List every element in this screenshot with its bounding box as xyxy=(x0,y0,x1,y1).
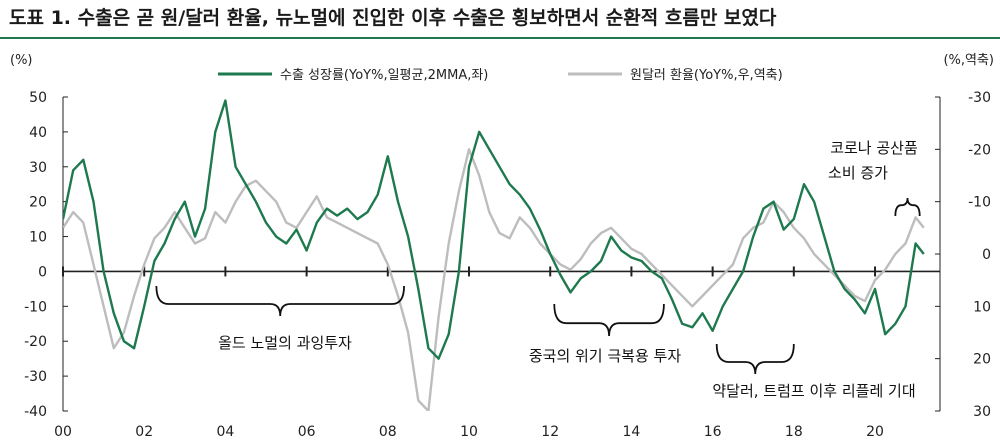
series-line-fx xyxy=(63,148,925,411)
x-axis-tick-label: 16 xyxy=(704,424,722,440)
left-axis-tick-label: -20 xyxy=(24,334,47,350)
left-axis-tick-label: 10 xyxy=(29,230,47,246)
right-axis-tick-label: -10 xyxy=(968,195,991,211)
left-axis-tick-label: 30 xyxy=(29,160,47,176)
right-axis-tick-label: 10 xyxy=(973,299,991,315)
title-bar: 도표 1. 수출은 곧 원/달러 환율, 뉴노멀에 진입한 이후 수출은 횡보하… xyxy=(0,0,1000,39)
right-axis-unit-label: (%,역축) xyxy=(943,53,994,68)
right-axis-tick-label: 20 xyxy=(973,352,991,368)
x-axis-tick-label: 10 xyxy=(460,424,478,440)
right-axis-tick-label: -20 xyxy=(968,142,991,158)
chart-title: 도표 1. 수출은 곧 원/달러 환율, 뉴노멀에 진입한 이후 수출은 횡보하… xyxy=(9,7,777,29)
series-line-export xyxy=(63,99,925,360)
x-axis-tick-label: 12 xyxy=(541,424,559,440)
annotation-text-weak-dollar: 약달러, 트럼프 이후 리플레 기대 xyxy=(712,382,915,400)
x-axis-tick-label: 00 xyxy=(54,424,72,440)
legend-label-export: 수출 성장률(YoY%,일평균,2MMA,좌) xyxy=(280,68,488,83)
left-axis-tick-label: 20 xyxy=(29,195,47,211)
x-axis-tick-label: 20 xyxy=(866,424,884,440)
title-underline xyxy=(0,37,1000,39)
annotation-text-covid-line1: 코로나 공산품 xyxy=(830,139,918,157)
annotation-text-old-normal: 올드 노멀의 과잉투자 xyxy=(218,334,352,352)
left-axis-tick-label: -10 xyxy=(24,299,47,315)
right-axis-tick-label: 0 xyxy=(982,247,991,263)
left-axis-tick-label: -30 xyxy=(24,369,47,385)
left-axis-tick-label: 0 xyxy=(38,264,47,280)
left-axis-tick-label: 50 xyxy=(29,90,47,106)
x-axis-tick-label: 02 xyxy=(135,424,153,440)
left-axis-tick-label: -40 xyxy=(24,404,47,420)
left-axis-unit-label: (%) xyxy=(10,53,33,68)
x-axis-tick-label: 18 xyxy=(785,424,803,440)
annotation-brace-china xyxy=(553,303,665,337)
right-axis-tick-label: -30 xyxy=(968,90,991,106)
annotation-brace-covid xyxy=(894,197,921,217)
legend-label-fx: 원달러 환율(YoY%,우,역축) xyxy=(630,68,783,83)
x-axis-tick-label: 06 xyxy=(298,424,316,440)
annotation-brace-weak-dollar xyxy=(715,343,795,375)
annotation-text-china: 중국의 위기 극복용 투자 xyxy=(529,347,682,365)
right-axis-tick-label: 30 xyxy=(973,404,991,420)
left-axis-tick-label: 40 xyxy=(29,125,47,141)
x-axis-tick-label: 08 xyxy=(379,424,397,440)
annotation-text-covid-line2: 소비 증가 xyxy=(828,164,888,182)
x-axis-tick-label: 04 xyxy=(216,424,234,440)
line-chart: 50 40 30 20 10 0 -10 -20 -30 -40 -30 -20 -10 0 10 20 30 0… xyxy=(10,53,994,440)
x-axis-tick-label: 14 xyxy=(623,424,641,440)
annotation-brace-old-normal xyxy=(155,285,405,317)
